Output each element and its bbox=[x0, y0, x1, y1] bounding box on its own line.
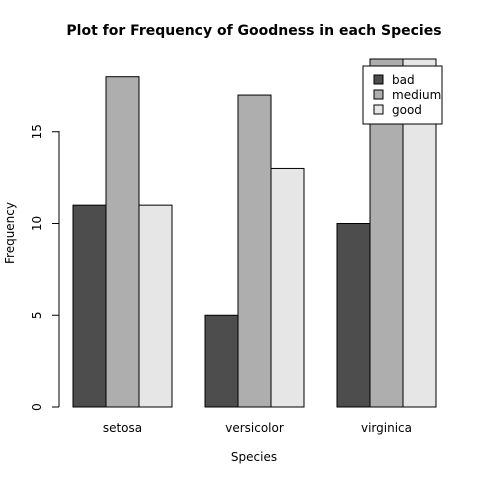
y-tick-label-0: 0 bbox=[30, 403, 44, 411]
x-tick-labels: setosa versicolor virginica bbox=[103, 421, 412, 435]
x-tick-label-setosa: setosa bbox=[103, 421, 142, 435]
legend-swatch-good bbox=[373, 104, 384, 115]
bar-setosa-medium bbox=[105, 76, 140, 408]
bar-versicolor-bad bbox=[204, 314, 239, 408]
bar-versicolor-medium bbox=[237, 94, 272, 408]
legend-label-good: good bbox=[392, 103, 422, 117]
x-tick-label-virginica: virginica bbox=[361, 421, 412, 435]
x-axis-label: Species bbox=[231, 450, 277, 464]
y-axis-label: Frequency bbox=[3, 202, 17, 264]
chart-title: Plot for Frequency of Goodness in each S… bbox=[66, 23, 441, 39]
legend-swatch-bad bbox=[373, 74, 384, 85]
bar-virginica-bad bbox=[336, 223, 371, 408]
bar-setosa-good bbox=[138, 204, 173, 408]
bar-setosa-bad bbox=[72, 204, 107, 408]
y-tick-label-5: 5 bbox=[30, 311, 44, 319]
legend-swatch-medium bbox=[373, 89, 384, 100]
bar-versicolor-good bbox=[270, 167, 305, 408]
legend-label-bad: bad bbox=[392, 73, 415, 87]
y-ticks: 0 5 10 15 bbox=[30, 124, 59, 411]
y-axis: 0 5 10 15 bbox=[30, 124, 60, 411]
y-tick-label-15: 15 bbox=[30, 124, 44, 139]
y-tick-label-10: 10 bbox=[30, 216, 44, 231]
x-tick-label-versicolor: versicolor bbox=[225, 421, 284, 435]
legend-label-medium: medium bbox=[392, 88, 441, 102]
